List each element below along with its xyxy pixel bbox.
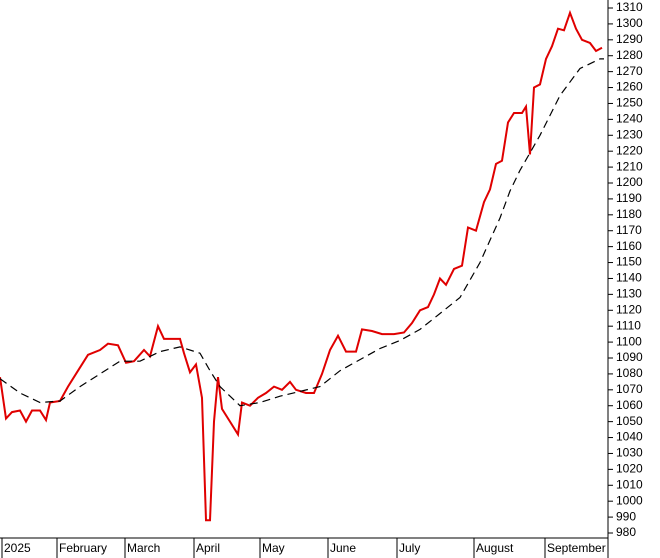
y-tick-label: 1230 xyxy=(616,127,643,141)
y-tick-label: 1220 xyxy=(616,143,643,157)
y-tick-label: 1040 xyxy=(616,430,643,444)
y-tick-label: 1260 xyxy=(616,80,643,94)
y-tick-label: 1050 xyxy=(616,414,643,428)
y-tick-label: 1140 xyxy=(616,271,642,285)
x-tick-label: September xyxy=(547,541,606,555)
y-tick-label: 980 xyxy=(616,525,636,539)
x-tick-label: 2025 xyxy=(4,541,31,555)
y-tick-label: 1070 xyxy=(616,382,643,396)
x-tick-label: February xyxy=(59,541,107,555)
x-tick-label: August xyxy=(476,541,514,555)
y-tick-label: 1190 xyxy=(616,191,642,205)
y-tick-label: 1150 xyxy=(616,255,642,269)
y-tick-label: 1210 xyxy=(616,159,643,173)
y-tick-label: 1250 xyxy=(616,96,643,110)
y-tick-label: 1090 xyxy=(616,350,643,364)
y-tick-label: 1110 xyxy=(616,318,641,332)
y-tick-label: 1300 xyxy=(616,16,643,30)
y-tick-label: 990 xyxy=(616,509,636,523)
average-line xyxy=(0,58,604,407)
x-tick-label: May xyxy=(262,541,285,555)
y-tick-label: 1180 xyxy=(616,207,642,221)
y-tick-label: 1200 xyxy=(616,175,643,189)
x-tick-label: June xyxy=(330,541,356,555)
y-tick-label: 1160 xyxy=(616,239,642,253)
y-tick-label: 1010 xyxy=(616,477,643,491)
y-tick-label: 1310 xyxy=(616,0,643,14)
x-tick-label: March xyxy=(127,541,160,555)
y-tick-label: 1290 xyxy=(616,32,643,46)
y-tick-label: 1100 xyxy=(616,334,642,348)
y-tick-label: 1020 xyxy=(616,462,643,476)
y-tick-label: 1120 xyxy=(616,302,642,316)
x-tick-label: April xyxy=(196,541,220,555)
y-tick-label: 1030 xyxy=(616,446,643,460)
y-tick-label: 1240 xyxy=(616,112,643,126)
y-tick-label: 1280 xyxy=(616,48,643,62)
y-tick-label: 1170 xyxy=(616,223,642,237)
x-tick-label: July xyxy=(399,541,420,555)
y-tick-label: 1060 xyxy=(616,398,643,412)
y-tick-label: 1000 xyxy=(616,493,643,507)
y-tick-label: 1130 xyxy=(616,287,642,301)
y-tick-label: 1270 xyxy=(616,64,643,78)
y-tick-label: 1080 xyxy=(616,366,643,380)
